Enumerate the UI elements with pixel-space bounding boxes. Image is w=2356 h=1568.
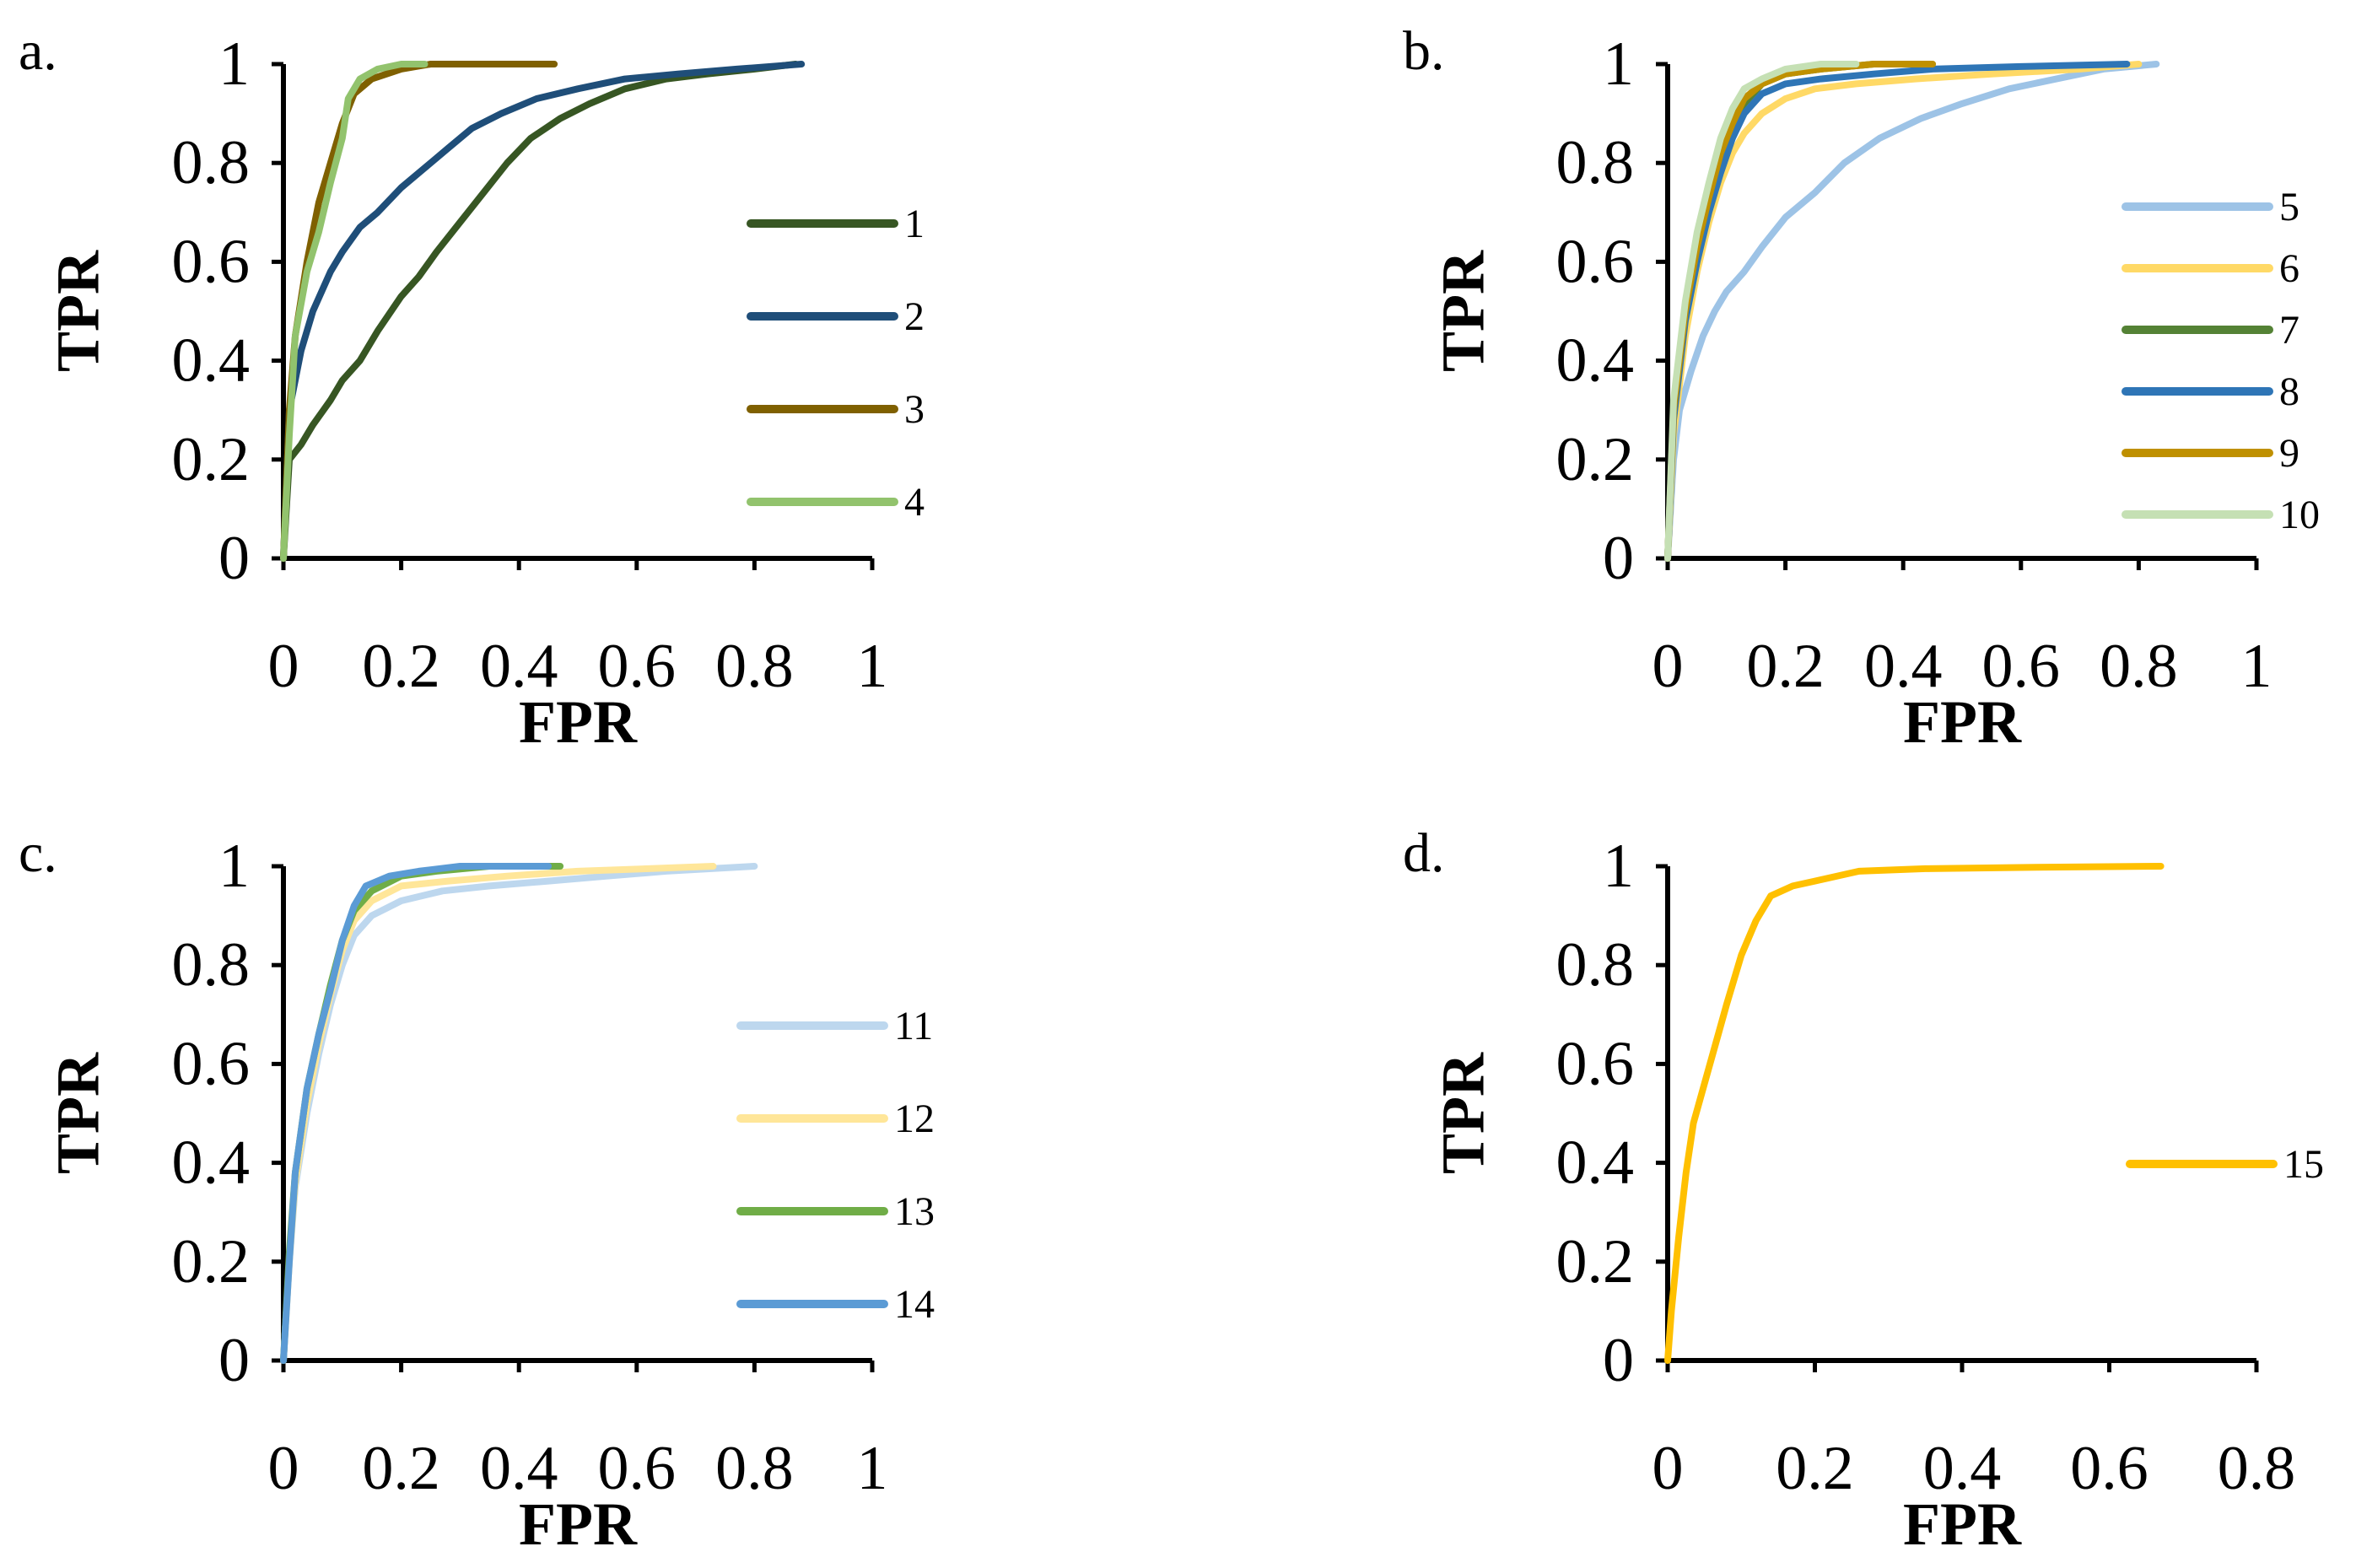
legend-label-1: 1 xyxy=(904,202,925,246)
x-axis-label: FPR xyxy=(519,1490,638,1558)
x-tick-label: 0.2 xyxy=(1746,632,1825,701)
y-tick-label: 0.2 xyxy=(172,1227,251,1296)
x-tick-label: 0.6 xyxy=(2070,1434,2148,1503)
x-tick-label: 0.2 xyxy=(362,1434,440,1503)
roc-curve-15 xyxy=(1664,863,2165,1364)
y-tick-label: 1 xyxy=(218,30,250,99)
x-tick-label: 1 xyxy=(857,1434,888,1503)
y-tick-label: 0 xyxy=(218,524,250,593)
y-axis-label: TPR xyxy=(1430,1052,1497,1174)
y-tick-label: 0.8 xyxy=(172,930,251,1000)
y-tick-label: 0.4 xyxy=(172,326,251,396)
legend-label-3: 3 xyxy=(904,387,925,432)
x-tick-label: 0 xyxy=(268,632,299,701)
roc-curve-7 xyxy=(1664,61,1878,562)
roc-curve-9 xyxy=(1664,61,1937,562)
legend-label-2: 2 xyxy=(904,294,925,339)
x-tick-label: 0.8 xyxy=(715,632,794,701)
x-tick-label: 0 xyxy=(268,1434,299,1503)
x-tick-label: 0.6 xyxy=(1982,632,2061,701)
x-tick-label: 0.2 xyxy=(1776,1434,1854,1503)
x-tick-label: 0 xyxy=(1652,1434,1684,1503)
y-axis-label: TPR xyxy=(45,250,112,372)
roc-panel-3: 0 0.2 0.4 0.6 0.8 1 0 0.2 0.4 0.6 0.8 1 FPR TPR c. 11 12… xyxy=(19,822,935,1558)
y-tick-label: 0.4 xyxy=(1556,1129,1635,1198)
legend-label-12: 12 xyxy=(894,1097,935,1141)
y-tick-label: 0.6 xyxy=(1556,227,1635,296)
roc-panel-1: 0 0.2 0.4 0.6 0.8 1 0 0.2 0.4 0.6 0.8 1 FPR TPR a. 1 2 3 4 xyxy=(19,20,925,756)
legend-label-9: 9 xyxy=(2279,431,2299,476)
x-tick-label: 1 xyxy=(857,632,888,701)
y-tick-label: 0.4 xyxy=(172,1129,251,1198)
y-tick-label: 0.6 xyxy=(1556,1029,1635,1098)
x-tick-label: 0.8 xyxy=(2218,1434,2296,1503)
y-axis-label: TPR xyxy=(1430,250,1497,372)
y-tick-label: 0.2 xyxy=(172,425,251,494)
panel-label: d. xyxy=(1403,822,1445,884)
y-tick-label: 0.6 xyxy=(172,1029,251,1098)
legend-label-7: 7 xyxy=(2279,308,2299,353)
y-tick-label: 0.8 xyxy=(1556,930,1635,1000)
y-tick-label: 0 xyxy=(1603,1326,1634,1395)
y-tick-label: 0.6 xyxy=(172,227,251,296)
roc-curve-4 xyxy=(280,61,429,562)
x-tick-label: 0.6 xyxy=(598,1434,677,1503)
y-tick-label: 0.2 xyxy=(1556,425,1635,494)
roc-panel-2: 00.20.40.60.810 0.2 0.4 0.6 0.8 1FPRTPRb.5678… xyxy=(1403,20,2320,756)
y-tick-label: 0 xyxy=(1603,524,1634,593)
legend-label-6: 6 xyxy=(2279,246,2299,291)
x-tick-label: 0.4 xyxy=(1864,632,1943,701)
y-axis-label: TPR xyxy=(45,1052,112,1174)
panel-label: c. xyxy=(19,822,57,884)
x-axis-label: FPR xyxy=(1903,688,2022,756)
x-tick-label: 0.4 xyxy=(480,632,558,701)
legend-label-11: 11 xyxy=(894,1004,933,1048)
legend-label-13: 13 xyxy=(894,1189,935,1234)
y-tick-label: 0.2 xyxy=(1556,1227,1635,1296)
y-tick-label: 1 xyxy=(1603,30,1634,99)
roc-curve-5 xyxy=(1664,61,2160,562)
roc-curve-6 xyxy=(1664,61,2143,562)
y-tick-label: 0 xyxy=(218,1326,250,1395)
roc-curve-12 xyxy=(280,863,717,1364)
roc-curve-8 xyxy=(1664,61,2131,562)
x-axis-label: FPR xyxy=(519,688,638,756)
legend-label-14: 14 xyxy=(894,1282,935,1327)
legend-label-4: 4 xyxy=(904,480,925,525)
legend-label-10: 10 xyxy=(2279,493,2320,537)
roc-curve-14 xyxy=(280,863,553,1364)
legend-label-15: 15 xyxy=(2283,1142,2324,1187)
x-tick-label: 0 xyxy=(1652,632,1684,701)
x-tick-label: 0.8 xyxy=(715,1434,794,1503)
roc-curve-13 xyxy=(280,863,564,1364)
y-tick-label: 0.4 xyxy=(1556,326,1635,396)
y-tick-label: 0.8 xyxy=(172,128,251,197)
x-tick-label: 0.6 xyxy=(598,632,677,701)
y-tick-label: 0.8 xyxy=(1556,128,1635,197)
legend-label-8: 8 xyxy=(2279,369,2299,414)
x-axis-label: FPR xyxy=(1903,1490,2022,1558)
roc-curve-1 xyxy=(280,61,800,562)
roc-curve-11 xyxy=(280,863,758,1364)
x-tick-label: 0.4 xyxy=(1923,1434,2002,1503)
x-tick-label: 0.2 xyxy=(362,632,440,701)
roc-curve-3 xyxy=(280,61,558,562)
legend-label-5: 5 xyxy=(2279,185,2299,229)
y-tick-label: 1 xyxy=(218,832,250,901)
y-tick-label: 1 xyxy=(1603,832,1634,901)
panel-label: a. xyxy=(19,20,57,82)
x-tick-label: 0.8 xyxy=(2100,632,2178,701)
panel-label: b. xyxy=(1403,20,1445,82)
x-tick-label: 0.4 xyxy=(480,1434,558,1503)
x-tick-label: 1 xyxy=(2241,632,2272,701)
roc-curve-2 xyxy=(280,61,806,562)
roc-curve-10 xyxy=(1664,61,1860,562)
roc-panel-4: 0 0.2 0.4 0.6 0.8 1 0 0.2 0.4 0.6 0.8 FPR TPR d. 15 xyxy=(1403,822,2324,1558)
